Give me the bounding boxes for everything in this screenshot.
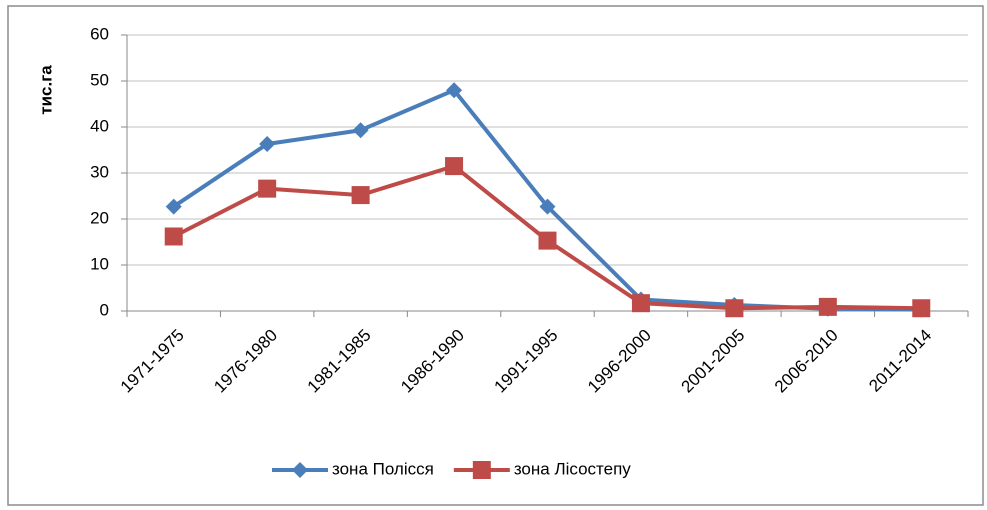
marker <box>165 198 182 215</box>
legend-label: зона Лісостепу <box>514 459 631 478</box>
marker <box>164 227 183 246</box>
y-tick-label: 60 <box>90 24 109 43</box>
y-axis-label: тис.га <box>36 65 55 115</box>
marker <box>538 231 557 250</box>
legend-label: зона Полісся <box>332 459 434 478</box>
y-tick-label: 50 <box>90 70 109 89</box>
marker <box>912 299 931 318</box>
marker <box>539 198 556 215</box>
y-tick-label: 40 <box>90 116 109 135</box>
y-tick-label: 10 <box>90 254 109 273</box>
marker <box>351 186 370 205</box>
marker <box>446 82 463 99</box>
y-tick-label: 30 <box>90 162 109 181</box>
marker <box>818 297 837 316</box>
marker <box>292 462 308 478</box>
marker <box>472 461 491 479</box>
marker <box>445 157 464 176</box>
y-tick-label: 20 <box>90 208 109 227</box>
marker <box>352 122 369 139</box>
marker <box>258 179 277 198</box>
marker <box>631 294 650 313</box>
y-tick-label: 0 <box>100 300 109 319</box>
marker <box>725 299 744 318</box>
chart-frame <box>7 5 984 506</box>
marker <box>259 136 276 153</box>
